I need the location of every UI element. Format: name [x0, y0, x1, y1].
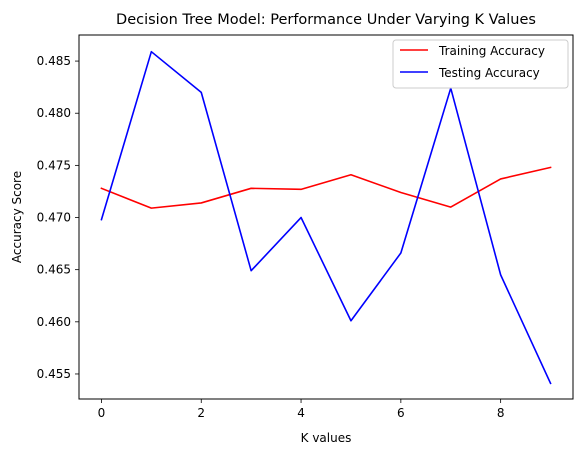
y-tick-label: 0.455	[37, 367, 71, 381]
series-line-0	[100, 166, 552, 209]
x-tick-label: 8	[497, 406, 505, 420]
y-tick-label: 0.465	[37, 263, 71, 277]
x-tick-label: 6	[397, 406, 405, 420]
y-tick-label: 0.470	[37, 211, 71, 225]
y-tick-label: 0.485	[37, 54, 71, 68]
y-tick-label: 0.475	[37, 158, 71, 172]
ticks-layer: 0 2 4 6 8 0.455 0.460 0.465 0.470 0.475 0.480 0.485	[37, 54, 505, 420]
legend-label-testing: Testing Accuracy	[438, 66, 540, 80]
x-tick-label: 4	[297, 406, 305, 420]
chart-title: Decision Tree Model: Performance Under V…	[116, 12, 536, 28]
x-tick-label: 0	[98, 406, 106, 420]
x-axis-label: K values	[301, 431, 352, 445]
legend-label-training: Training Accuracy	[438, 44, 545, 58]
y-axis-label: Accuracy Score	[10, 171, 24, 263]
x-tick-label: 2	[197, 406, 205, 420]
y-tick-label: 0.460	[37, 315, 71, 329]
legend-box	[392, 39, 569, 89]
series-layer	[100, 50, 552, 385]
series-line-1	[100, 50, 552, 385]
legend: Training Accuracy Testing Accuracy	[392, 39, 569, 89]
y-tick-label: 0.480	[37, 106, 71, 120]
plot-frame	[78, 34, 574, 400]
